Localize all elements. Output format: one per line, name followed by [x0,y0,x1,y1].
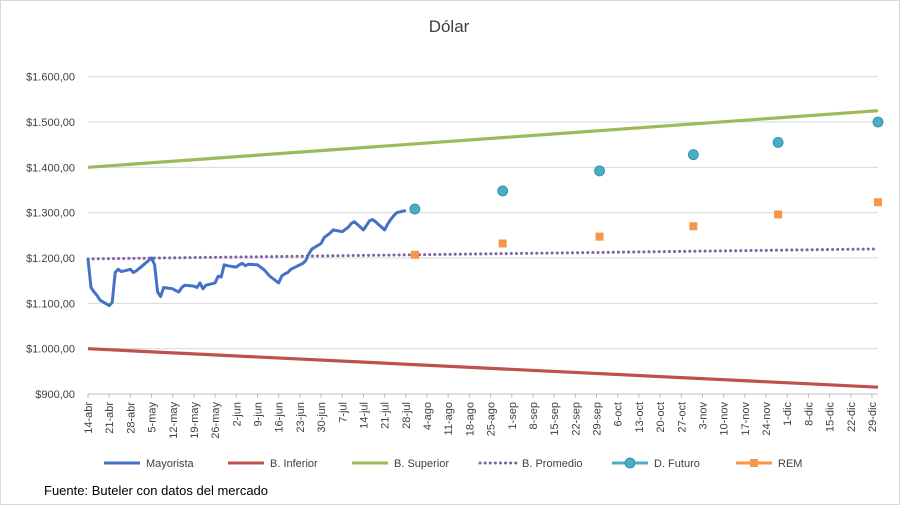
legend-d-futuro-label: D. Futuro [654,458,700,470]
x-tick-label: 10-nov [719,402,731,436]
x-tick-label: 21-abr [104,402,116,434]
series-rem-point [774,210,783,219]
x-axis-tick-marks [87,394,873,398]
x-tick-label: 6-oct [613,402,625,426]
legend-b-superior-label: B. Superior [394,458,449,470]
x-tick-label: 28-abr [125,402,137,434]
series-d-futuro-point [409,203,421,215]
y-tick-label: $1.400,00 [26,162,75,174]
x-tick-label: 3-nov [697,402,709,430]
x-tick-label: 15-dic [825,402,837,432]
x-tick-label: 30-jun [316,402,328,433]
x-tick-label: 19-may [189,402,201,439]
y-tick-label: $1.600,00 [26,72,75,84]
series-rem-point [498,239,507,248]
y-tick-label: $1.100,00 [26,298,75,310]
series-rem-point [595,232,604,241]
x-tick-label: 15-sep [549,402,561,436]
x-tick-label: 28-jul [401,402,413,429]
y-axis-ticks: $900,00 $1.000,00 $1.100,00 $1.200,00 $1.300… [26,72,75,401]
x-tick-label: 9-jun [253,402,265,426]
series-d-futuro-point [872,116,884,128]
series-b-promedio-line [86,247,880,261]
x-tick-label: 29-sep [592,402,604,436]
x-tick-label: 8-sep [528,402,540,430]
x-tick-label: 1-dic [782,402,794,426]
x-tick-label: 22-sep [570,402,582,436]
x-tick-label: 13-oct [634,402,646,433]
x-tick-label: 21-jul [380,402,392,429]
x-tick-label: 4-ago [422,402,434,430]
series-d-futuro-point [687,149,699,161]
legend-mayorista: Mayorista [104,458,195,470]
series-layer [86,109,884,389]
x-tick-label: 20-oct [655,402,667,433]
series-d-futuro-point [594,165,605,177]
x-tick-label: 26-may [210,402,222,439]
x-tick-label: 18-ago [464,402,476,436]
legend-b-promedio: B. Promedio [478,458,583,470]
legend-b-promedio-label: B. Promedio [522,458,583,470]
x-tick-label: 24-nov [761,402,773,436]
series-d-futuro-point [497,185,509,197]
x-tick-label: 27-oct [676,402,688,433]
source-note: Fuente: Buteler con datos del mercado [44,483,268,498]
x-tick-label: 14-jul [358,402,370,429]
y-tick-label: $1.300,00 [26,208,75,220]
x-tick-label: 25-ago [486,402,498,436]
legend: Mayorista B. Inferior B. Superior B. Promed… [104,457,802,470]
x-tick-label: 29-dic [867,402,879,432]
x-tick-label: 11-ago [443,402,455,435]
x-tick-label: 2-jun [231,402,243,426]
series-b-superior-line [87,109,879,169]
x-tick-label: 8-dic [803,402,815,426]
series-rem-point [410,250,419,259]
series-mayorista-line [86,208,407,308]
series-rem-point [874,198,882,207]
x-tick-label: 16-jun [274,402,286,433]
x-tick-label: 22-dic [846,402,858,432]
legend-mayorista-label: Mayorista [146,458,195,470]
x-tick-label: 12-may [168,402,180,439]
legend-b-superior: B. Superior [352,458,449,470]
x-tick-label: 23-jun [295,402,307,433]
x-tick-label: 1-sep [507,402,519,430]
gridlines [88,76,878,395]
x-tick-label: 5-may [147,402,159,433]
x-tick-label: 14-abr [83,402,95,434]
y-tick-label: $1.000,00 [26,344,75,356]
legend-b-inferior: B. Inferior [228,458,318,470]
y-tick-label: $900,00 [35,389,75,401]
legend-rem: REM [736,458,802,470]
y-tick-label: $1.500,00 [26,117,75,129]
legend-rem-swatch [750,459,758,467]
x-axis-tick-labels: 14-abr 21-abr 28-abr 5-may 12-may 19-may 26-ma… [83,402,879,439]
y-tick-label: $1.200,00 [26,253,75,265]
legend-d-futuro: D. Futuro [612,457,700,470]
chart-title: Dólar [429,17,470,36]
series-b-inferior-line [87,347,879,389]
legend-d-futuro-swatch [624,457,636,469]
legend-b-inferior-label: B. Inferior [270,458,318,470]
x-tick-label: 17-nov [740,402,752,436]
series-d-futuro-point [772,136,784,148]
x-tick-label: 7-jul [337,402,349,423]
legend-rem-label: REM [778,458,802,470]
series-rem-point [689,222,698,231]
